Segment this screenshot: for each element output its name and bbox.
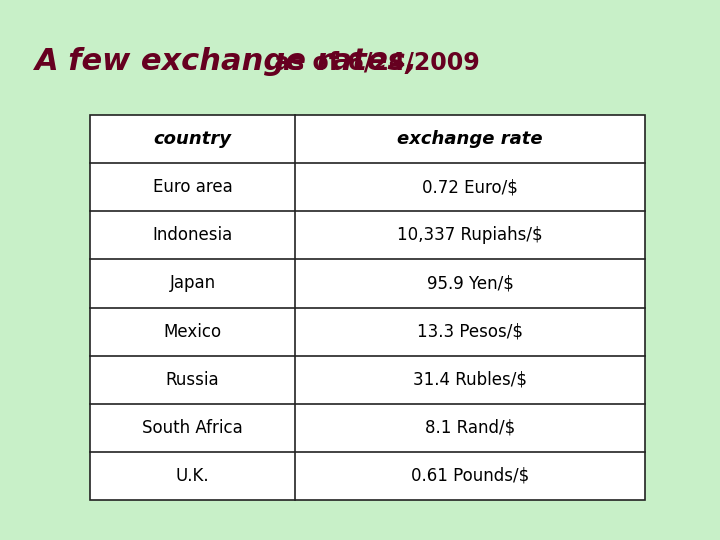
Text: 8.1 Rand/$: 8.1 Rand/$ bbox=[425, 419, 516, 437]
Text: Euro area: Euro area bbox=[153, 178, 233, 196]
Text: 0.61 Pounds/$: 0.61 Pounds/$ bbox=[411, 467, 529, 485]
Text: 31.4 Rubles/$: 31.4 Rubles/$ bbox=[413, 370, 527, 389]
Text: as of 6/24/2009: as of 6/24/2009 bbox=[266, 50, 480, 74]
Text: 0.72 Euro/$: 0.72 Euro/$ bbox=[422, 178, 518, 196]
Text: exchange rate: exchange rate bbox=[397, 130, 543, 148]
Text: South Africa: South Africa bbox=[143, 419, 243, 437]
Text: country: country bbox=[153, 130, 232, 148]
Text: Indonesia: Indonesia bbox=[153, 226, 233, 244]
Text: Mexico: Mexico bbox=[163, 322, 222, 341]
Text: A few exchange rates,: A few exchange rates, bbox=[35, 48, 418, 77]
Text: 95.9 Yen/$: 95.9 Yen/$ bbox=[427, 274, 513, 293]
Text: Japan: Japan bbox=[170, 274, 216, 293]
Text: 10,337 Rupiahs/$: 10,337 Rupiahs/$ bbox=[397, 226, 543, 244]
Text: U.K.: U.K. bbox=[176, 467, 210, 485]
Bar bbox=[90, 115, 645, 500]
Text: Russia: Russia bbox=[166, 370, 220, 389]
Text: 13.3 Pesos/$: 13.3 Pesos/$ bbox=[417, 322, 523, 341]
